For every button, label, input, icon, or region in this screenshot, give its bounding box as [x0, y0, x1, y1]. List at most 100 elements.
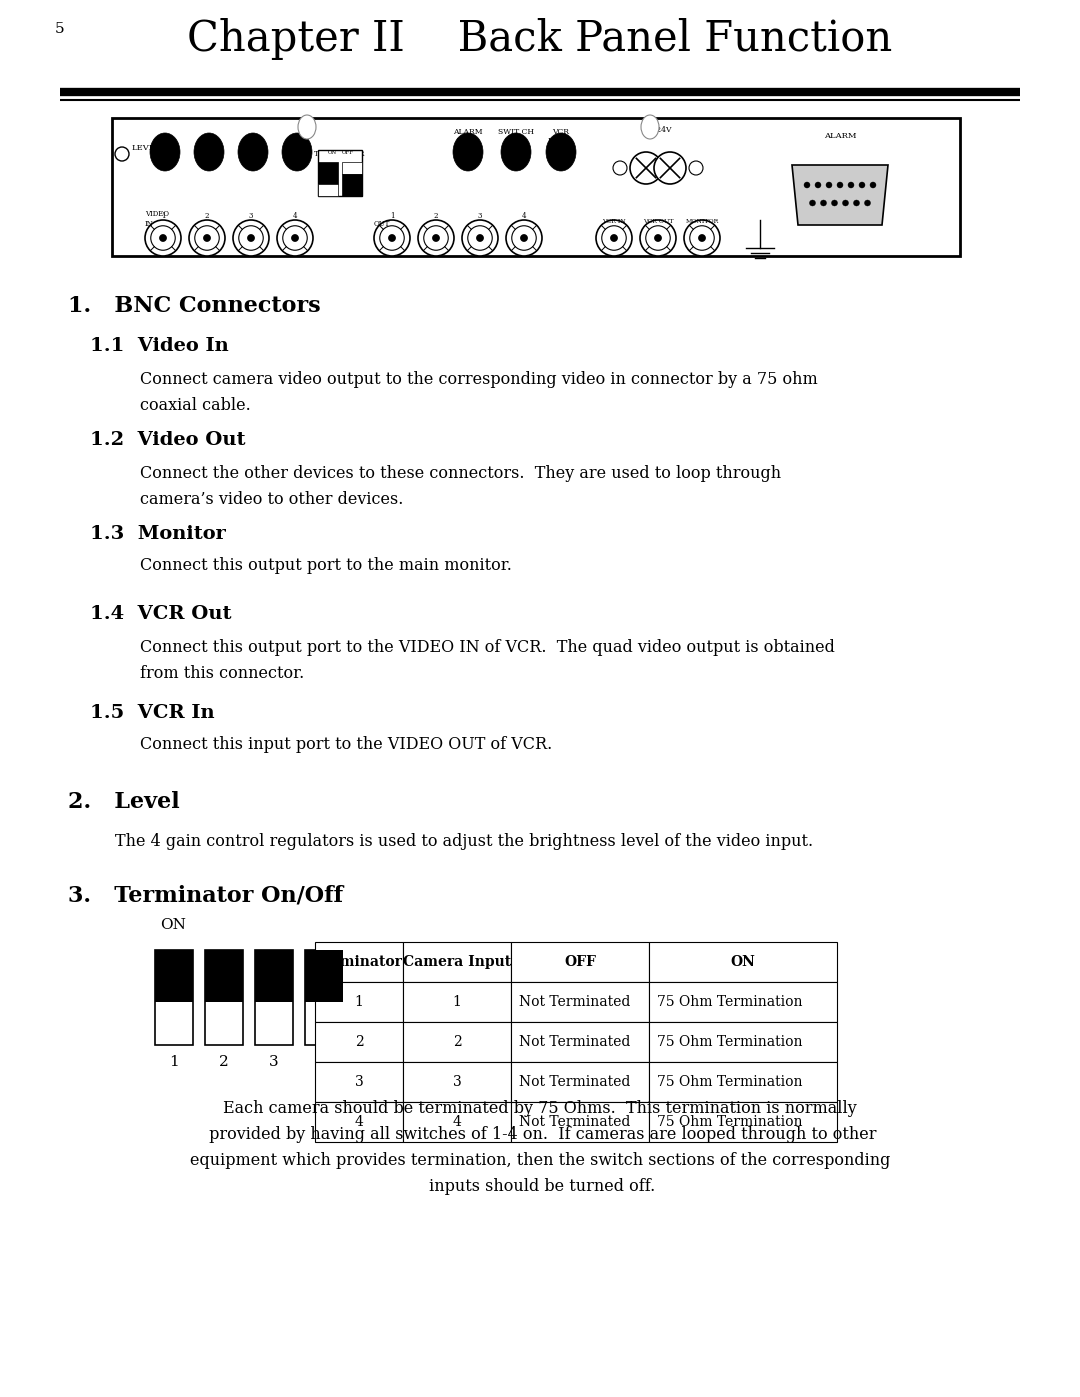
Circle shape [613, 161, 627, 175]
Ellipse shape [298, 115, 316, 138]
Text: ON: ON [730, 956, 755, 970]
Text: 2: 2 [354, 1035, 363, 1049]
Bar [649, 942, 837, 982]
Bar [318, 149, 362, 196]
Bar [511, 1062, 649, 1102]
Text: 1.5  VCR In: 1.5 VCR In [90, 704, 215, 722]
Bar [403, 1023, 511, 1062]
Circle shape [837, 182, 843, 189]
Text: 4: 4 [293, 212, 297, 219]
Text: 4: 4 [354, 1115, 364, 1129]
Text: Connect this input port to the VIDEO OUT of VCR.: Connect this input port to the VIDEO OUT… [140, 736, 552, 753]
Bar [205, 950, 243, 1002]
Text: ALARM: ALARM [824, 131, 856, 140]
Text: Connect this output port to the VIDEO IN of VCR.  The quad video output is obtai: Connect this output port to the VIDEO IN… [140, 638, 835, 682]
Bar [649, 1023, 837, 1062]
Text: 4: 4 [522, 212, 526, 219]
Circle shape [380, 226, 404, 250]
Circle shape [239, 226, 264, 250]
Text: Camera Input: Camera Input [403, 956, 511, 970]
Circle shape [690, 226, 714, 250]
Text: Chapter II    Back Panel Function: Chapter II Back Panel Function [187, 18, 893, 60]
Text: 3: 3 [354, 1076, 363, 1090]
Circle shape [276, 219, 313, 256]
Bar [511, 942, 649, 982]
Circle shape [654, 152, 686, 184]
Text: OFF: OFF [342, 149, 354, 155]
Text: ALARM: ALARM [454, 129, 483, 136]
Bar [318, 162, 338, 184]
Circle shape [870, 182, 876, 189]
Bar [315, 942, 403, 982]
Circle shape [815, 182, 821, 189]
Circle shape [283, 226, 307, 250]
Bar [649, 1062, 837, 1102]
Circle shape [432, 235, 440, 242]
Text: 3: 3 [453, 1076, 461, 1090]
Text: SWIT CH: SWIT CH [498, 129, 534, 136]
Ellipse shape [642, 115, 659, 138]
Circle shape [151, 226, 175, 250]
Bar [649, 1102, 837, 1141]
Circle shape [689, 161, 703, 175]
Circle shape [468, 226, 492, 250]
Text: 2: 2 [453, 1035, 461, 1049]
Text: IN: IN [145, 219, 153, 228]
Text: OFF: OFF [564, 956, 596, 970]
Bar [511, 982, 649, 1023]
Text: 75 Ohm Termination: 75 Ohm Termination [657, 1076, 802, 1090]
Text: TIME: TIME [457, 137, 478, 145]
Bar [315, 1023, 403, 1062]
Bar [511, 1023, 649, 1062]
Bar [315, 1062, 403, 1102]
Circle shape [194, 226, 219, 250]
Text: VIDEO: VIDEO [145, 210, 168, 218]
Bar [342, 175, 362, 196]
Text: 3: 3 [248, 212, 253, 219]
Text: 2: 2 [205, 212, 210, 219]
Bar [205, 950, 243, 1045]
Circle shape [292, 235, 298, 242]
Circle shape [610, 235, 618, 242]
Ellipse shape [194, 133, 224, 170]
Circle shape [476, 235, 484, 242]
Text: 4: 4 [319, 1055, 329, 1069]
Text: AC24V: AC24V [645, 126, 672, 134]
Text: Not Terminated: Not Terminated [519, 995, 631, 1009]
Ellipse shape [150, 133, 180, 170]
Circle shape [804, 182, 810, 189]
Text: Connect camera video output to the corresponding video in connector by a 75 ohm
: Connect camera video output to the corre… [140, 372, 818, 414]
Bar [156, 950, 193, 1045]
Text: TIME: TIME [505, 137, 527, 145]
Bar [315, 1102, 403, 1141]
Text: equipment which provides termination, then the switch sections of the correspond: equipment which provides termination, th… [190, 1153, 890, 1169]
Text: 1: 1 [354, 995, 364, 1009]
Text: provided by having all switches of 1-4 on.  If cameras are looped through to oth: provided by having all switches of 1-4 o… [204, 1126, 876, 1143]
Bar [255, 950, 293, 1002]
Text: Not Terminated: Not Terminated [519, 1115, 631, 1129]
Text: 2: 2 [434, 212, 438, 219]
Text: ON: ON [327, 149, 337, 155]
Circle shape [596, 219, 632, 256]
Text: 1.3  Monitor: 1.3 Monitor [90, 525, 226, 543]
Text: 2: 2 [219, 1055, 229, 1069]
Circle shape [507, 219, 542, 256]
Text: VCR: VCR [553, 129, 569, 136]
Text: 75 Ohm Termination: 75 Ohm Termination [657, 1115, 802, 1129]
Circle shape [864, 200, 870, 205]
Bar [403, 1062, 511, 1102]
Circle shape [646, 226, 671, 250]
Bar [305, 950, 343, 1045]
Text: 3: 3 [269, 1055, 279, 1069]
Text: 3.   Terminator On/Off: 3. Terminator On/Off [68, 886, 343, 907]
Bar [255, 950, 293, 1045]
Bar [342, 162, 362, 175]
Text: LEVEL: LEVEL [132, 144, 162, 152]
Text: 75 Ohm Termination: 75 Ohm Termination [657, 995, 802, 1009]
Text: VCR OUT: VCR OUT [643, 219, 673, 224]
Circle shape [821, 200, 826, 205]
Circle shape [512, 226, 537, 250]
Circle shape [654, 235, 661, 242]
Bar [305, 950, 343, 1002]
Circle shape [389, 235, 395, 242]
